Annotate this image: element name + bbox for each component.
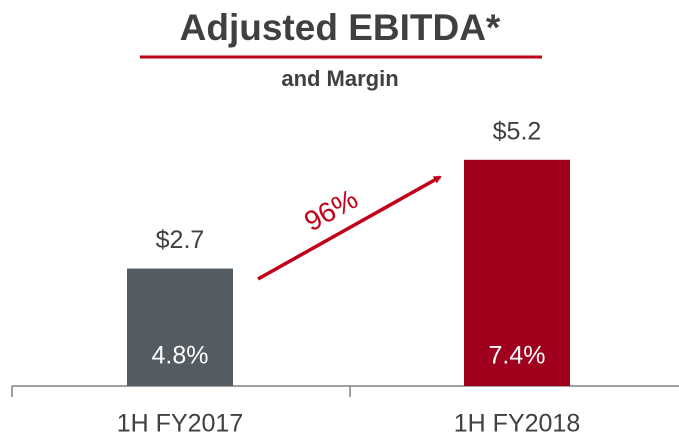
chart-title: Adjusted EBITDA* (180, 7, 501, 48)
chart-subtitle: and Margin (281, 66, 398, 91)
x-tick-label: 1H FY2017 (117, 410, 243, 438)
value-label: $5.2 (493, 117, 542, 145)
annotation: 96% (299, 183, 363, 237)
x-tick-label: 1H FY2018 (454, 410, 580, 438)
bar (127, 268, 233, 386)
margin-label: 4.8% (152, 342, 209, 370)
value-label: $2.7 (156, 226, 205, 254)
growth-arrow (257, 175, 442, 281)
margin-label: 7.4% (489, 342, 546, 370)
bar (464, 159, 570, 386)
